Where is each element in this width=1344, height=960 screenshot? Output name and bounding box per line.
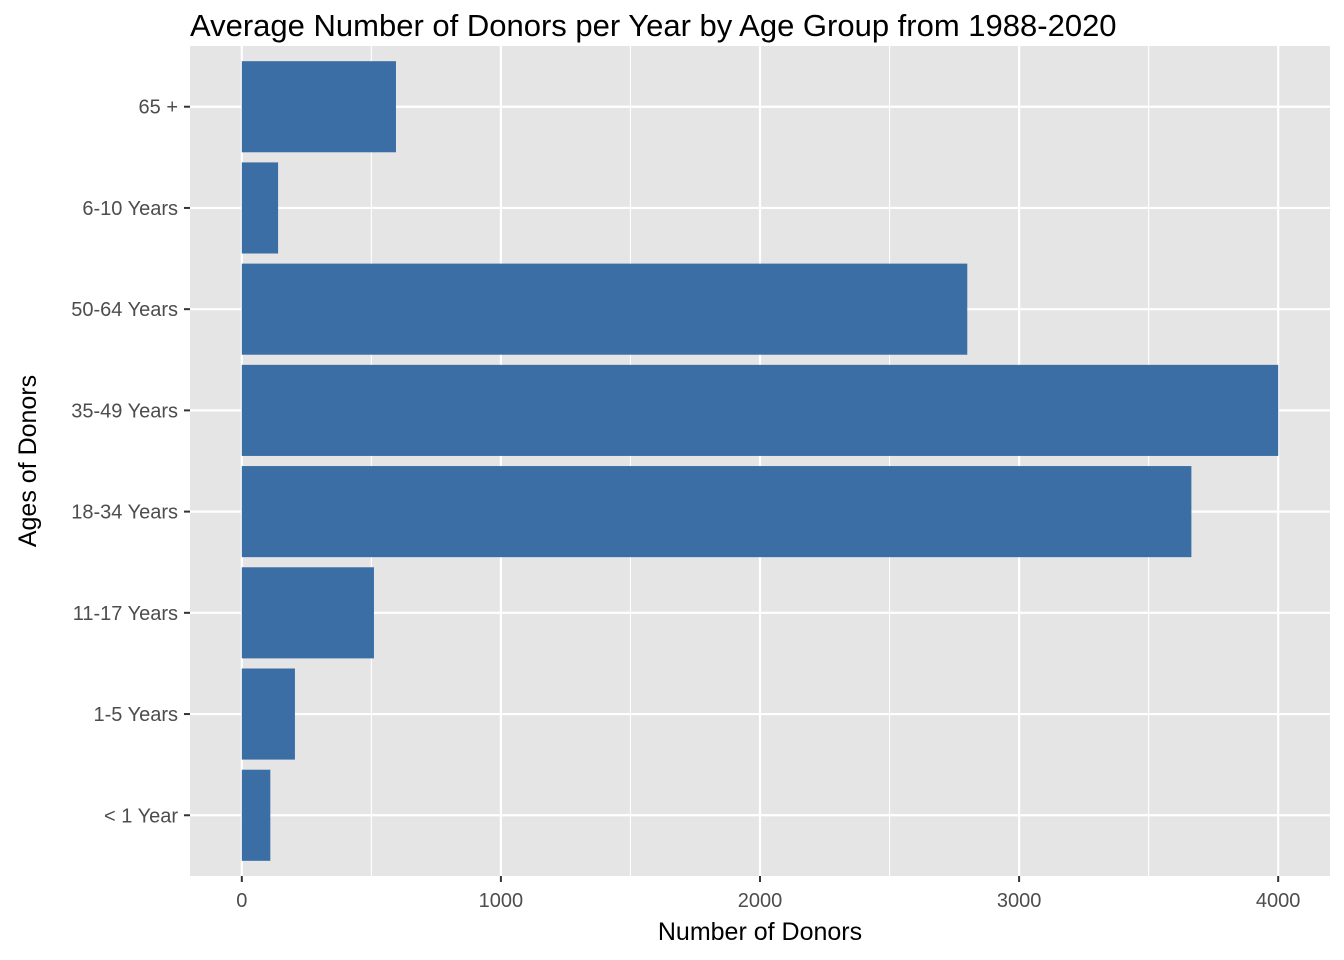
bar <box>241 466 1192 558</box>
x-tick-label: 1000 <box>479 890 524 912</box>
bar <box>241 567 374 659</box>
chart-title: Average Number of Donors per Year by Age… <box>190 8 1117 43</box>
bar <box>241 61 396 153</box>
x-tick-label: 2000 <box>738 890 783 912</box>
y-tick-label: 18-34 Years <box>71 502 178 524</box>
y-tick-label: 35-49 Years <box>71 400 178 422</box>
y-tick-label: 50-64 Years <box>71 299 178 321</box>
bar <box>241 668 295 760</box>
x-tick-label: 3000 <box>997 890 1042 912</box>
y-tick-label: 11-17 Years <box>73 603 178 625</box>
bars <box>241 61 1279 861</box>
y-tick-label: 65 + <box>139 97 178 119</box>
x-tick-label: 4000 <box>1256 890 1301 912</box>
y-axis-title: Ages of Donors <box>14 375 42 547</box>
y-tick-label: 1-5 Years <box>93 704 178 726</box>
bar <box>241 162 279 254</box>
y-tick-label: 6-10 Years <box>82 198 178 220</box>
bar <box>241 364 1279 456</box>
bar <box>241 769 271 861</box>
axes: < 1 Year 1-5 Years 11-17 Years 18-34 Years 3… <box>71 97 1300 912</box>
x-axis-title: Number of Donors <box>658 918 862 946</box>
x-tick-label: 0 <box>236 890 247 912</box>
bar <box>241 263 968 355</box>
y-tick-label: < 1 Year <box>104 805 178 827</box>
